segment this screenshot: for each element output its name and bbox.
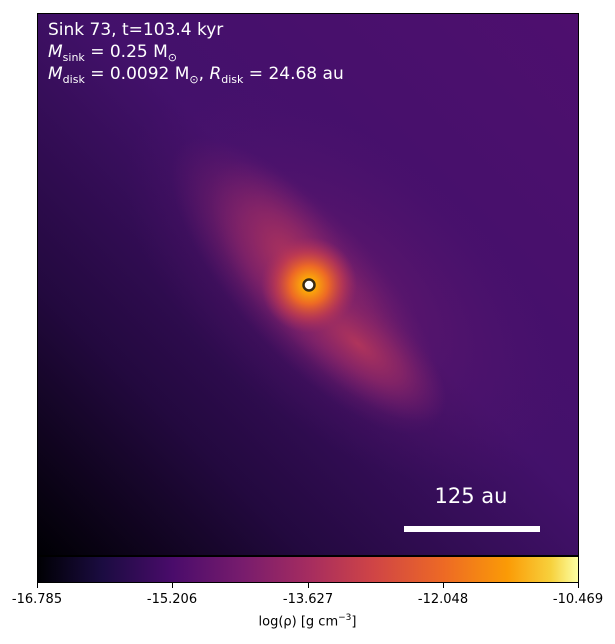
colorbar-tick [443, 583, 444, 588]
colorbar-tick [578, 583, 579, 588]
colorbar-tick-label: -12.048 [417, 592, 469, 607]
sink-info-line: Sink 73, t=103.4 kyr [48, 20, 224, 40]
colorbar [37, 556, 579, 583]
density-map-panel: Sink 73, t=103.4 kyr Msink = 0.25 M⊙ Mdi… [37, 13, 579, 556]
scale-bar [404, 526, 540, 532]
colorbar-label: log(ρ) [g cm−3] [258, 613, 357, 630]
sink-mass-line: Msink = 0.25 M⊙ [48, 42, 178, 64]
colorbar-tick-label: -13.627 [282, 592, 334, 607]
sink-particle-marker [302, 278, 316, 292]
disk-info-line: Mdisk = 0.0092 M⊙, Rdisk = 24.68 au [48, 64, 344, 86]
colorbar-tick-label: -15.206 [146, 592, 198, 607]
colorbar-tick [172, 583, 173, 588]
scale-bar-label: 125 au [434, 484, 508, 508]
colorbar-tick-label: -10.469 [552, 592, 604, 607]
density-map-image [38, 14, 578, 555]
colorbar-tick [37, 583, 38, 588]
colorbar-tick [308, 583, 309, 588]
colorbar-tick-label: -16.785 [11, 592, 63, 607]
